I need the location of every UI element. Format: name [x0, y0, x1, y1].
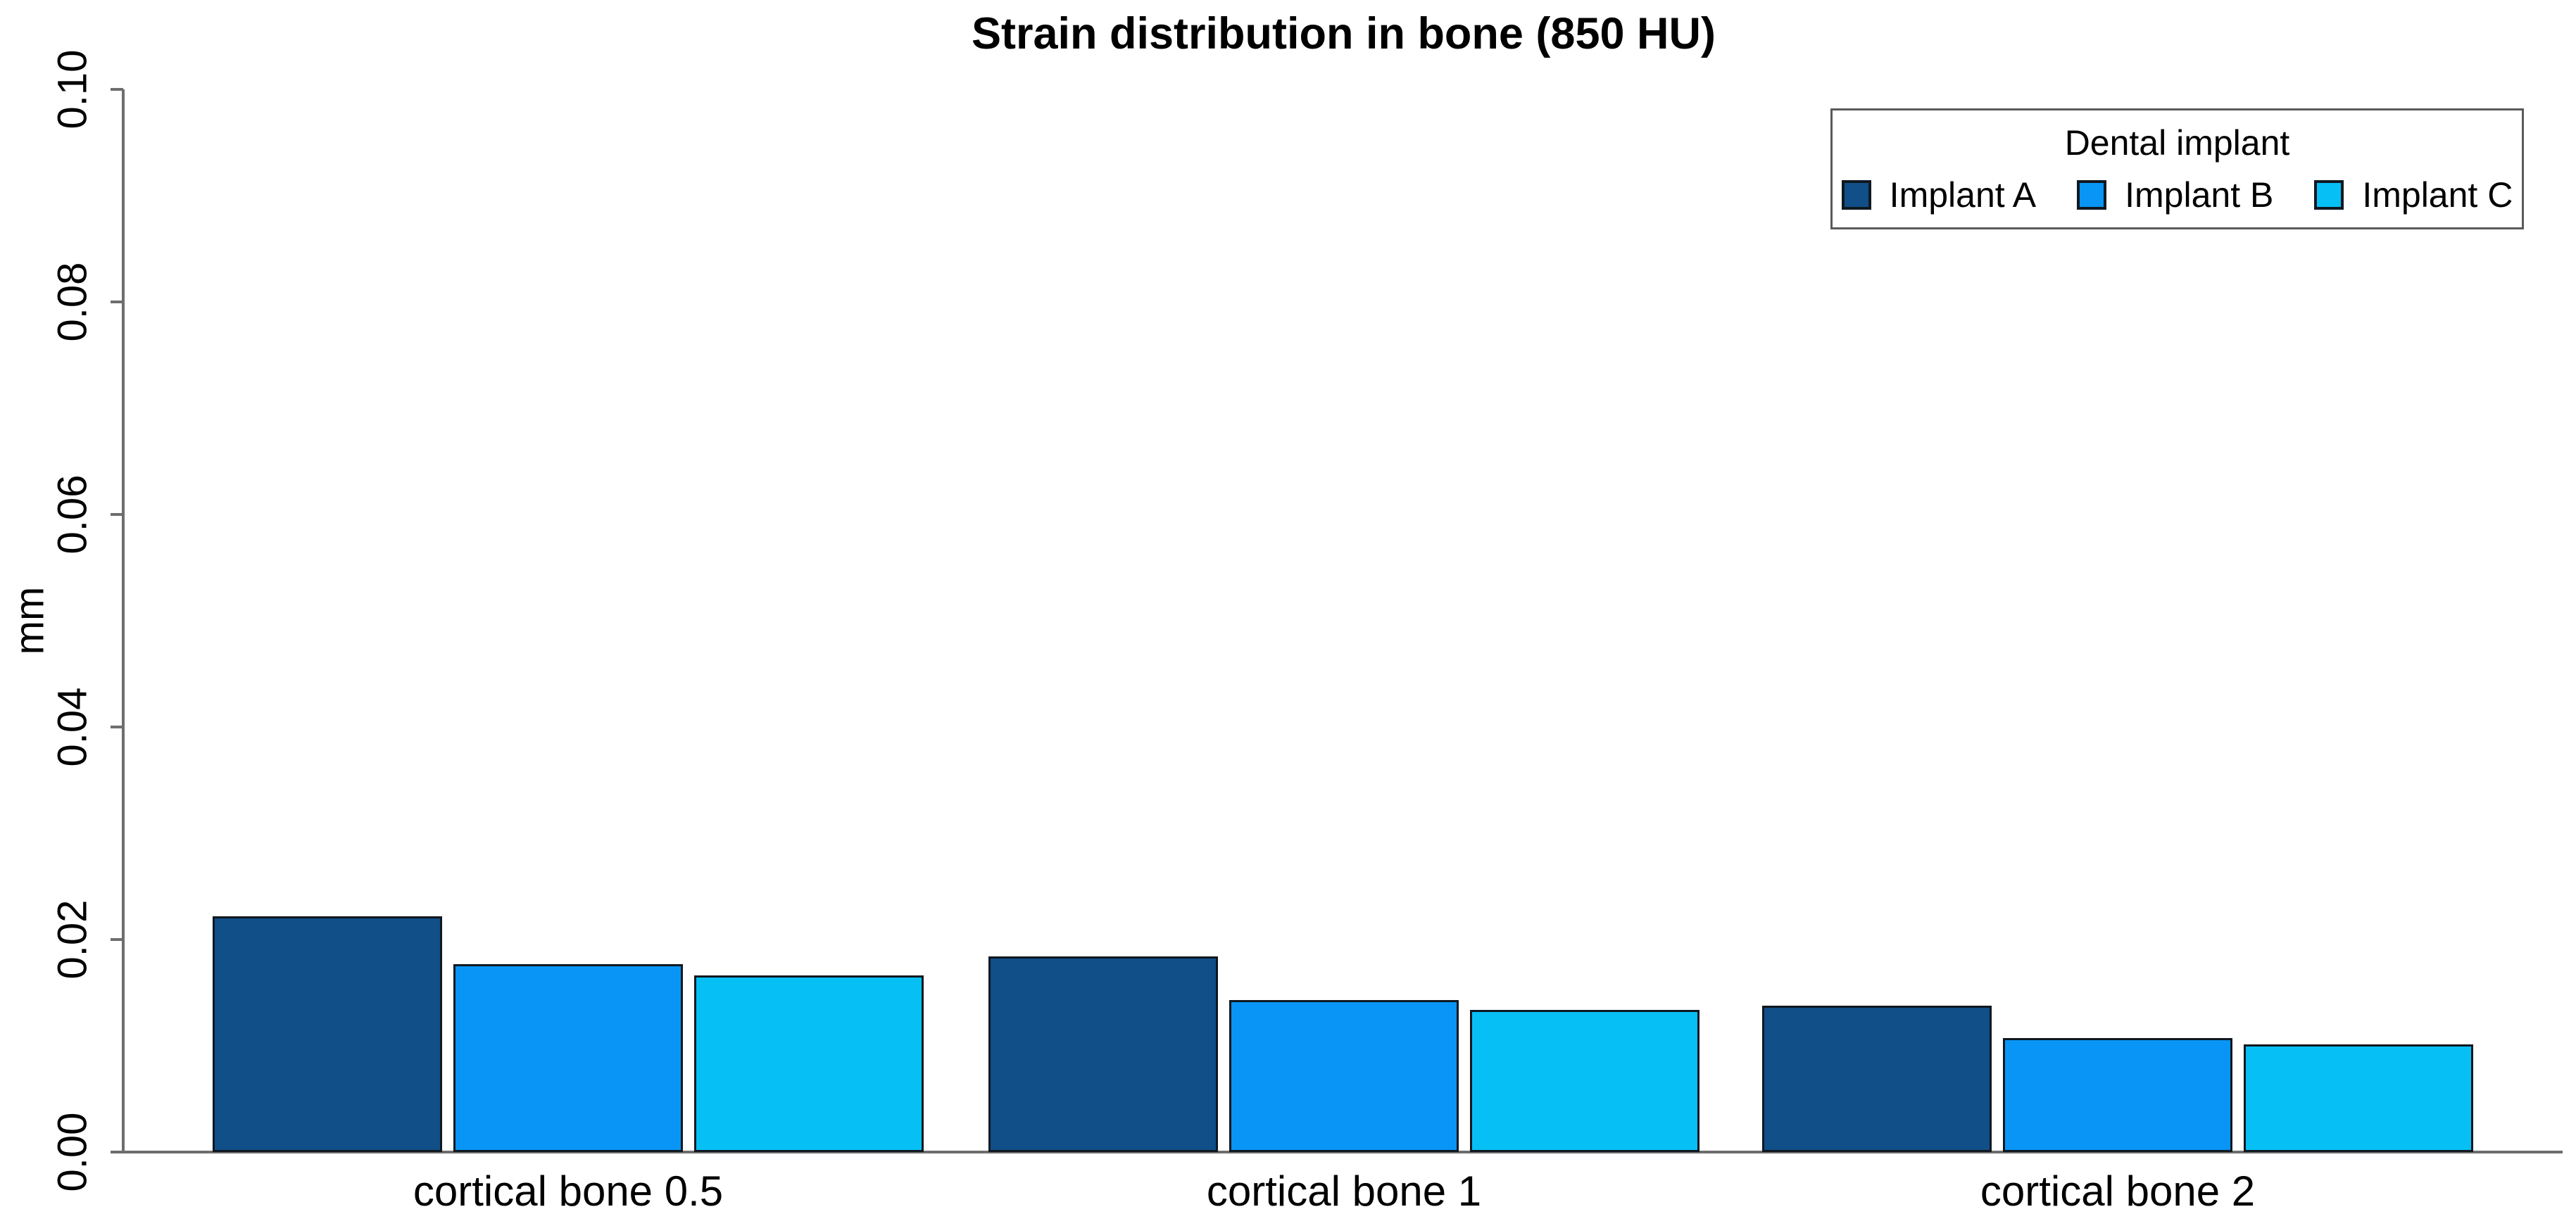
- bar-implant-c-cortical-bone-1: [1470, 1009, 1699, 1152]
- bar-implant-b-cortical-bone-1: [1229, 1000, 1459, 1152]
- y-tick-0.10: [111, 88, 123, 91]
- x-category-label-cortical-bone-0.5: cortical bone 0.5: [413, 1168, 724, 1214]
- bar-implant-c-cortical-bone-0.5: [694, 975, 924, 1152]
- legend-item-implant-b: Implant B: [2077, 175, 2273, 215]
- legend-swatch-icon: [1841, 180, 1871, 210]
- chart-title: Strain distribution in bone (850 HU): [971, 9, 1716, 58]
- legend-item-implant-a: Implant A: [1841, 175, 2037, 215]
- x-category-label-cortical-bone-2: cortical bone 2: [1980, 1168, 2256, 1214]
- y-tick-label-0.10: 0.10: [49, 49, 96, 129]
- x-axis: [111, 1151, 2563, 1153]
- legend-items: Implant A Implant B Implant C: [1833, 175, 2522, 215]
- y-tick-0.06: [111, 513, 123, 516]
- y-axis-label: mm: [6, 586, 53, 655]
- bar-implant-c-cortical-bone-2: [2244, 1044, 2473, 1152]
- bar-implant-a-cortical-bone-0.5: [213, 916, 442, 1152]
- y-tick-label-0.08: 0.08: [49, 262, 96, 342]
- legend-swatch-icon: [2077, 180, 2107, 210]
- y-tick-0.08: [111, 301, 123, 303]
- legend-label: Implant C: [2362, 175, 2513, 215]
- y-tick-0.00: [111, 1151, 123, 1153]
- y-tick-label-0.02: 0.02: [49, 899, 96, 980]
- bar-implant-b-cortical-bone-2: [2003, 1038, 2232, 1152]
- y-tick-0.04: [111, 726, 123, 728]
- legend-label: Implant A: [1889, 175, 2037, 215]
- legend: Dental implant Implant A Implant B Implant…: [1830, 108, 2524, 229]
- y-tick-label-0.06: 0.06: [49, 474, 96, 555]
- y-tick-label-0.04: 0.04: [49, 687, 96, 767]
- legend-swatch-icon: [2314, 180, 2344, 210]
- legend-label: Implant B: [2125, 175, 2274, 215]
- legend-item-implant-c: Implant C: [2314, 175, 2513, 215]
- y-axis: [122, 89, 125, 1153]
- y-tick-label-0.00: 0.00: [49, 1112, 96, 1192]
- x-category-label-cortical-bone-1: cortical bone 1: [1206, 1168, 1482, 1214]
- bar-implant-a-cortical-bone-1: [988, 956, 1218, 1152]
- y-tick-0.02: [111, 938, 123, 941]
- bar-implant-a-cortical-bone-2: [1762, 1005, 1992, 1152]
- bar-implant-b-cortical-bone-0.5: [453, 963, 683, 1152]
- legend-title: Dental implant: [2064, 122, 2290, 163]
